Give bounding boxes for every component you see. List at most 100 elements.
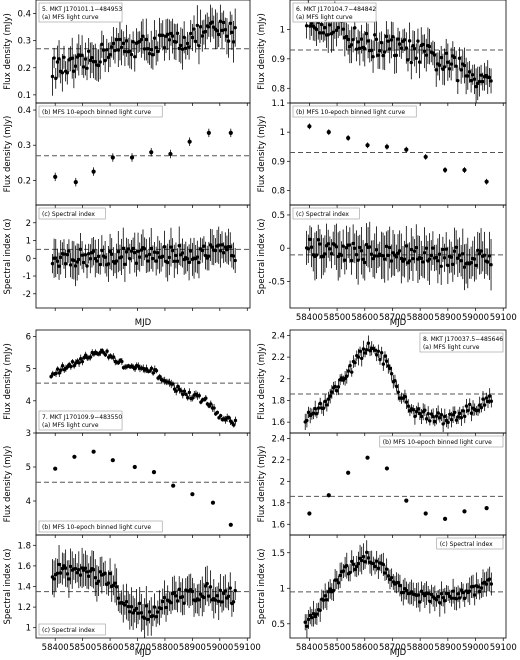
data-point [72, 454, 77, 459]
data-point [83, 57, 88, 61]
data-point [321, 406, 326, 410]
data-point [161, 33, 165, 37]
data-point [82, 65, 86, 69]
data-point [75, 570, 79, 575]
data-point [471, 584, 475, 589]
data-point [379, 40, 384, 45]
data-point [116, 48, 121, 52]
data-point [358, 349, 362, 353]
data-point [473, 593, 477, 597]
data-point [72, 258, 76, 263]
data-point [373, 254, 377, 258]
panel-label-box [38, 2, 123, 23]
data-point [210, 500, 216, 505]
data-point [374, 353, 379, 357]
data-point [149, 246, 153, 251]
data-point [321, 31, 325, 35]
data-point [424, 53, 428, 57]
data-point [218, 19, 223, 24]
data-point [374, 248, 379, 252]
data-point [326, 130, 331, 135]
data-point [366, 556, 371, 560]
data-point [346, 135, 351, 141]
data-point [54, 76, 58, 81]
y-tick-label: 4 [26, 497, 31, 507]
data-point [476, 585, 480, 589]
data-point [123, 262, 127, 266]
data-point [91, 567, 96, 572]
data-point [195, 23, 200, 28]
y-tick-label: 1.6 [271, 418, 285, 428]
data-point [231, 254, 236, 258]
data-point [306, 410, 311, 415]
data-point [351, 562, 356, 566]
data-point [167, 255, 172, 260]
data-point [335, 389, 339, 393]
data-point [414, 409, 419, 414]
data-point [353, 360, 357, 365]
data-point [230, 30, 234, 35]
data-point [180, 251, 185, 255]
data-point [356, 40, 360, 44]
data-point [187, 139, 192, 144]
data-point [315, 612, 319, 616]
data-point [463, 596, 467, 601]
y-tick-label: 0.2 [17, 64, 31, 74]
data-point [172, 259, 176, 264]
x-tick-label: 58600 [97, 643, 124, 653]
data-point [436, 411, 440, 415]
data-point [462, 63, 467, 68]
panel-label-text: (a) MFS light curve [42, 422, 99, 429]
data-point [168, 151, 173, 157]
data-point [472, 77, 477, 81]
panel-label-text: (c) Spectral index [440, 541, 493, 548]
data-point [394, 53, 399, 58]
data-point [404, 498, 409, 503]
data-point [451, 413, 455, 417]
data-point [360, 558, 364, 563]
data-point [210, 20, 214, 24]
panel-label-text: (a) MFS light curve [423, 344, 480, 351]
data-point [106, 262, 111, 266]
data-point [144, 367, 149, 371]
data-point [217, 599, 221, 603]
panel-label-box [436, 537, 504, 550]
data-point [225, 247, 229, 252]
data-point [424, 246, 428, 250]
data-point [323, 594, 327, 598]
data-point [105, 47, 109, 52]
data-point [333, 384, 337, 389]
panel-label-text: (b) MFS 10-epoch binned light curve [42, 524, 151, 531]
data-point [348, 570, 352, 575]
data-point [175, 259, 180, 263]
data-point [388, 366, 392, 371]
data-point [378, 357, 382, 362]
data-point [313, 406, 317, 411]
x-tick-label: 58400 [296, 313, 323, 323]
data-point [325, 403, 329, 407]
data-point [369, 48, 374, 53]
data-point [468, 402, 472, 407]
data-point [434, 255, 438, 260]
panel-label-box [38, 207, 106, 220]
data-point [314, 27, 319, 32]
data-point [423, 408, 427, 412]
data-point [446, 420, 450, 425]
data-point [124, 39, 129, 43]
data-point [200, 34, 204, 38]
data-point [477, 589, 482, 594]
data-point [360, 356, 364, 361]
data-point [442, 65, 447, 69]
y-tick-label: 4 [26, 397, 31, 407]
data-point [407, 39, 412, 43]
data-point [381, 53, 385, 58]
data-point [397, 42, 402, 46]
data-point [164, 605, 168, 610]
data-point [119, 255, 124, 259]
panel-a: 3 4 5 6 Flux density (mJy) 7. MKT J170109.9−4… [3, 329, 251, 439]
data-point [91, 169, 96, 174]
data-point [436, 594, 440, 599]
data-point [62, 252, 66, 256]
y-tick-label: 1.8 [271, 499, 285, 509]
data-point [489, 79, 493, 83]
